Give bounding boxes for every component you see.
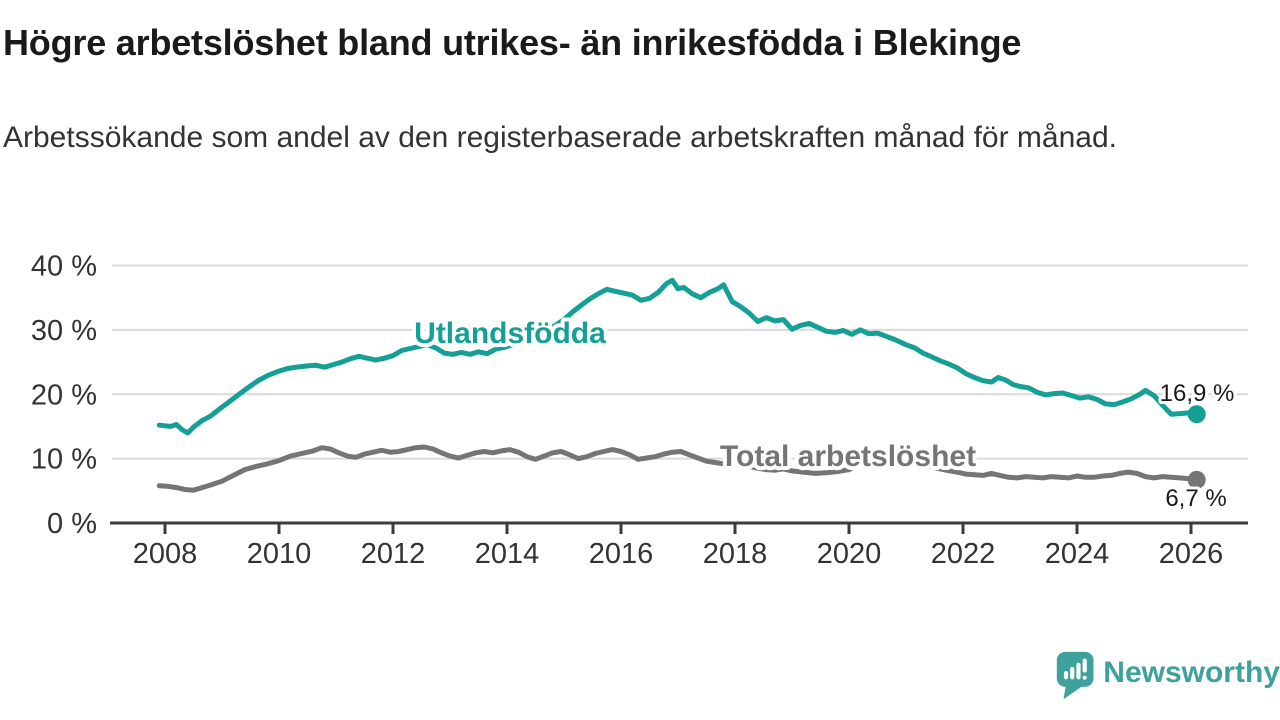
- page-subtitle: Arbetssökande som andel av den registerb…: [3, 121, 1117, 154]
- x-tick-label-2026: 2026: [1159, 538, 1224, 570]
- y-tick-label-30: 30 %: [31, 315, 97, 347]
- series-end-value-1: 6,7 %: [1165, 485, 1226, 512]
- series-label-0: Utlandsfödda: [414, 317, 606, 350]
- x-tick-label-2014: 2014: [475, 538, 540, 570]
- newsworthy-logo: Newsworthy: [1056, 646, 1280, 708]
- x-tick-label-2022: 2022: [931, 538, 996, 570]
- page-title: Högre arbetslöshet bland utrikes- än inr…: [3, 22, 1022, 63]
- y-tick-label-10: 10 %: [31, 444, 97, 476]
- x-tick-label-2020: 2020: [817, 538, 882, 570]
- y-tick-label-40: 40 %: [31, 251, 97, 283]
- y-tick-label-20: 20 %: [31, 379, 97, 411]
- series-end-value-0: 16,9 %: [1160, 380, 1235, 407]
- x-tick-label-2012: 2012: [361, 538, 426, 570]
- y-tick-label-0: 0 %: [47, 508, 97, 540]
- x-tick-label-2018: 2018: [703, 538, 768, 570]
- series-line-1: [156, 444, 1200, 493]
- series-label-1: Total arbetslöshet: [720, 440, 976, 473]
- x-tick-label-2016: 2016: [589, 538, 654, 570]
- newsworthy-logo-text: Newsworthy: [1103, 656, 1280, 689]
- series-end-dot-1: [1187, 470, 1206, 489]
- x-tick-label-2008: 2008: [133, 538, 198, 570]
- x-tick-label-2024: 2024: [1045, 538, 1110, 570]
- x-tick-label-2010: 2010: [247, 538, 312, 570]
- series-end-dot-0: [1187, 405, 1206, 424]
- series-line-0: [156, 277, 1200, 436]
- newsworthy-logo-icon: [1056, 651, 1094, 700]
